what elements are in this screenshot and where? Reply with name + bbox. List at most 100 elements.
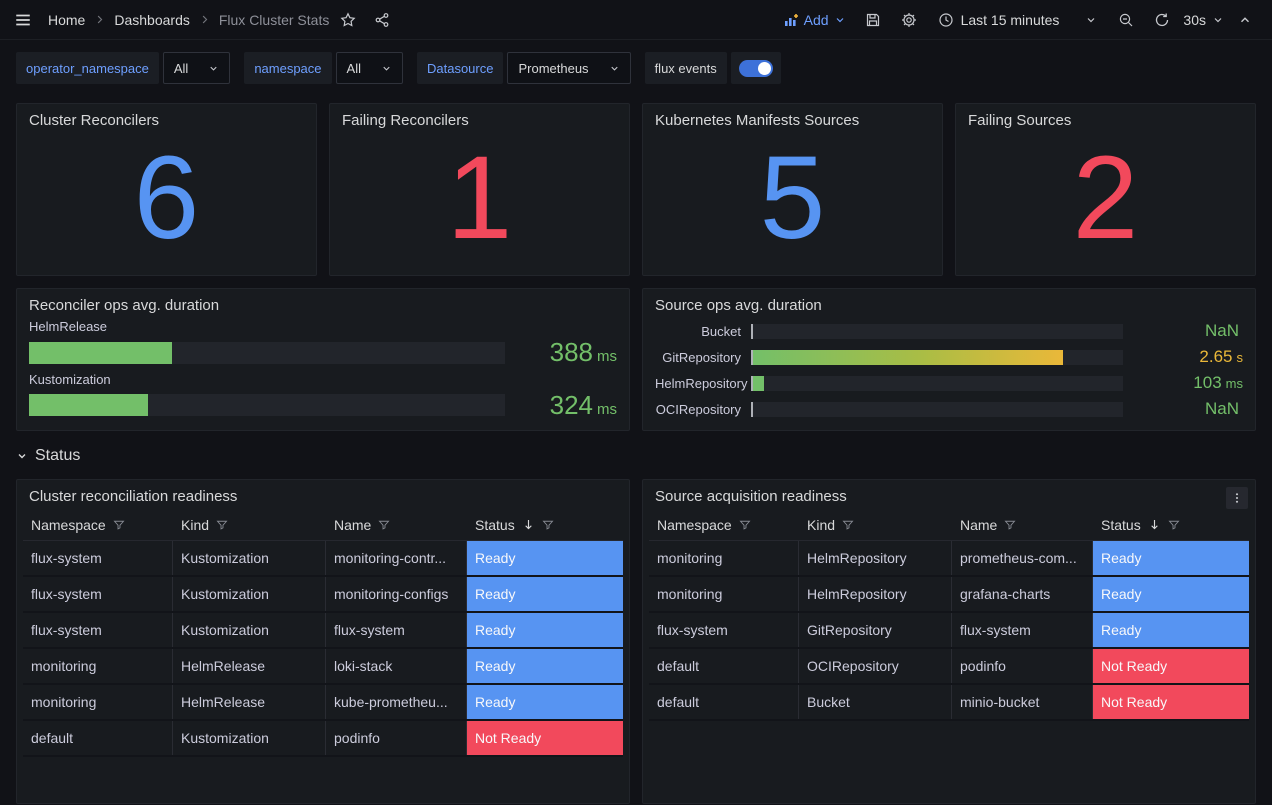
breadcrumb-chevron-icon [199, 14, 210, 25]
variable-namespace: namespace All [244, 52, 403, 84]
breadcrumb-home[interactable]: Home [48, 11, 86, 28]
cell-namespace: monitoring [649, 577, 799, 611]
refresh-button[interactable] [1147, 5, 1177, 35]
filter-icon[interactable] [113, 519, 125, 531]
tables-row: Cluster reconciliation readiness Namespa… [16, 479, 1256, 804]
stat-value: 2 [1072, 131, 1139, 264]
dashboard-settings-button[interactable] [894, 5, 924, 35]
gauge-label: Bucket [701, 323, 741, 339]
collapse-topbar-button[interactable] [1230, 5, 1260, 35]
variable-label[interactable]: operator_namespace [16, 52, 159, 84]
filter-icon[interactable] [216, 519, 228, 531]
breadcrumb-chevron-icon [94, 14, 105, 25]
variable-value-dropdown[interactable]: All [162, 52, 231, 84]
refresh-interval-label[interactable]: 30s [1183, 11, 1206, 28]
toggle-knob [757, 61, 771, 75]
gauge-label: HelmRelease [29, 319, 108, 335]
cell-name: monitoring-configs [326, 577, 467, 611]
gauge-fill [751, 349, 1064, 365]
save-dashboard-button[interactable] [858, 5, 888, 35]
favorite-button[interactable] [333, 5, 363, 35]
cell-name: podinfo [326, 721, 467, 755]
panel-title: Failing Sources [968, 112, 1072, 129]
gauge-fill [751, 375, 765, 391]
filter-icon[interactable] [378, 519, 390, 531]
stat-value: 6 [133, 131, 200, 264]
stats-row: Cluster Reconcilers 6 Failing Reconciler… [16, 103, 1256, 276]
variable-label[interactable]: namespace [244, 52, 332, 84]
menu-button[interactable] [8, 5, 38, 35]
settings-gear-icon [901, 12, 917, 28]
zoom-out-time-button[interactable] [1111, 5, 1141, 35]
flux-events-control: flux events [644, 52, 781, 84]
add-chart-icon [783, 12, 799, 28]
cell-status: Ready [467, 613, 623, 647]
bar-gauge: HelmRelease 388 ms Kustomization [17, 316, 629, 430]
add-label: Add [803, 11, 829, 28]
panel-title: Failing Reconcilers [342, 112, 469, 129]
variable-value-dropdown[interactable]: Prometheus [507, 52, 631, 84]
share-button[interactable] [367, 5, 397, 35]
gauge-label: OCIRepository [655, 401, 741, 417]
cell-status: Ready [1093, 577, 1249, 611]
breadcrumb-dashboards[interactable]: Dashboards [114, 11, 190, 28]
cell-name: grafana-charts [952, 577, 1093, 611]
sort-desc-icon[interactable] [1148, 518, 1161, 531]
column-header-namespace[interactable]: Namespace [649, 517, 799, 533]
filter-icon[interactable] [1004, 519, 1016, 531]
variable-label[interactable]: Datasource [416, 52, 504, 84]
table: Namespace Kind Name Status [17, 507, 629, 803]
filter-icon[interactable] [542, 519, 554, 531]
column-header-kind[interactable]: Kind [173, 517, 326, 533]
chevron-down-icon [834, 14, 846, 26]
chevron-down-icon [381, 63, 392, 74]
cell-name: podinfo [952, 649, 1093, 683]
sort-desc-icon[interactable] [522, 518, 535, 531]
variable-datasource: Datasource Prometheus [416, 52, 631, 84]
table-row: monitoring HelmRelease kube-prometheu...… [23, 685, 623, 721]
variable-value-dropdown[interactable]: All [335, 52, 403, 84]
filter-icon[interactable] [739, 519, 751, 531]
column-header-namespace[interactable]: Namespace [23, 517, 173, 533]
nav-actions: Add [777, 5, 1260, 35]
column-header-name[interactable]: Name [326, 517, 467, 533]
cell-kind: HelmRelease [173, 649, 326, 683]
cell-kind: Kustomization [173, 577, 326, 611]
flux-events-toggle[interactable] [738, 59, 773, 77]
gauge-row: Kustomization 324 ms [29, 372, 617, 421]
cell-name: monitoring-contr... [326, 541, 467, 575]
gauge-value: 103 ms [1193, 373, 1243, 392]
column-header-kind[interactable]: Kind [799, 517, 952, 533]
cell-namespace: default [649, 649, 799, 683]
add-panel-button[interactable]: Add [777, 8, 852, 32]
filter-icon[interactable] [1168, 519, 1180, 531]
filter-icon[interactable] [842, 519, 854, 531]
cell-name: kube-prometheu... [326, 685, 467, 719]
stat-value: 1 [446, 131, 513, 264]
gauge-track [751, 323, 1123, 339]
column-header-name[interactable]: Name [952, 517, 1093, 533]
save-icon [865, 12, 881, 28]
variable-value: All [346, 60, 361, 76]
cell-namespace: monitoring [23, 685, 173, 719]
chevron-down-icon [609, 63, 620, 74]
breadcrumb-current-dashboard: Flux Cluster Stats [218, 11, 330, 28]
section-row-status[interactable]: Status [16, 443, 1256, 469]
cell-kind: Kustomization [173, 721, 326, 755]
panel-failing-sources: Failing Sources 2 [955, 103, 1256, 276]
chevron-up-icon [1238, 13, 1252, 27]
cell-kind: OCIRepository [799, 649, 952, 683]
cell-status: Ready [467, 649, 623, 683]
variable-value: Prometheus [518, 60, 589, 76]
table-row: monitoring HelmRepository grafana-charts… [649, 577, 1249, 613]
bar-gauge: Bucket NaN GitRepository 2.65 s [643, 316, 1255, 430]
gauge-row: HelmRelease 388 ms [29, 319, 617, 368]
gauges-row: Reconciler ops avg. duration HelmRelease… [16, 288, 1256, 431]
time-range-picker[interactable]: Last 15 minutes [930, 8, 1106, 32]
cell-kind: Kustomization [173, 613, 326, 647]
column-header-status[interactable]: Status [1093, 517, 1249, 533]
column-header-status[interactable]: Status [467, 517, 623, 533]
chevron-down-icon[interactable] [1212, 14, 1224, 26]
panel-menu-button[interactable] [1226, 487, 1248, 509]
flux-events-toggle-box [730, 52, 781, 84]
